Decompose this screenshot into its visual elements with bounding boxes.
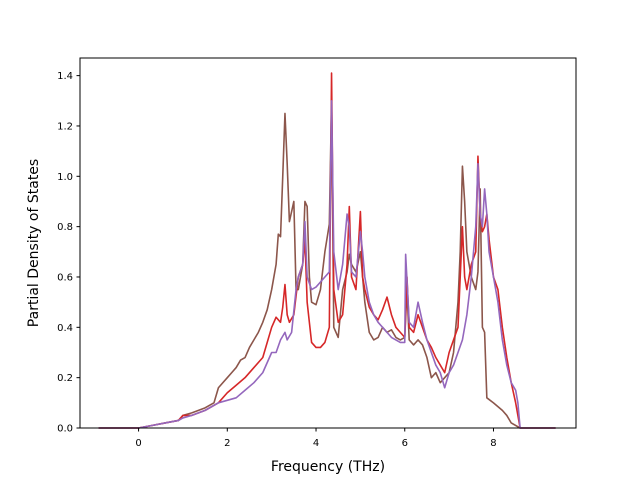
series-line-3 [98, 99, 556, 429]
plot-area-frame [79, 57, 577, 429]
y-tick-label: 0.4 [57, 323, 73, 334]
series-layer [98, 72, 556, 429]
y-tick-label: 1.2 [57, 121, 73, 132]
x-tick-label: 8 [490, 438, 496, 449]
x-tick-label: 4 [313, 438, 319, 449]
x-axis-ticks: 0 2 4 6 8 [135, 428, 497, 449]
y-tick-label: 0.0 [57, 424, 73, 435]
x-tick-label: 6 [402, 438, 408, 449]
y-tick-label: 0.6 [57, 272, 73, 283]
x-axis-label: Frequency (THz) [271, 459, 385, 475]
y-tick-label: 1.0 [57, 172, 73, 183]
y-tick-label: 0.8 [57, 222, 73, 233]
y-tick-label: 0.2 [57, 373, 73, 384]
x-tick-label: 0 [135, 438, 141, 449]
y-axis-label: Partial Density of States [26, 159, 42, 327]
y-axis-ticks: 0.0 0.2 0.4 0.6 0.8 1.0 1.2 1.4 [57, 71, 80, 435]
x-tick-label: 2 [224, 438, 230, 449]
series-line-2 [98, 72, 556, 429]
y-tick-label: 1.4 [57, 71, 73, 82]
